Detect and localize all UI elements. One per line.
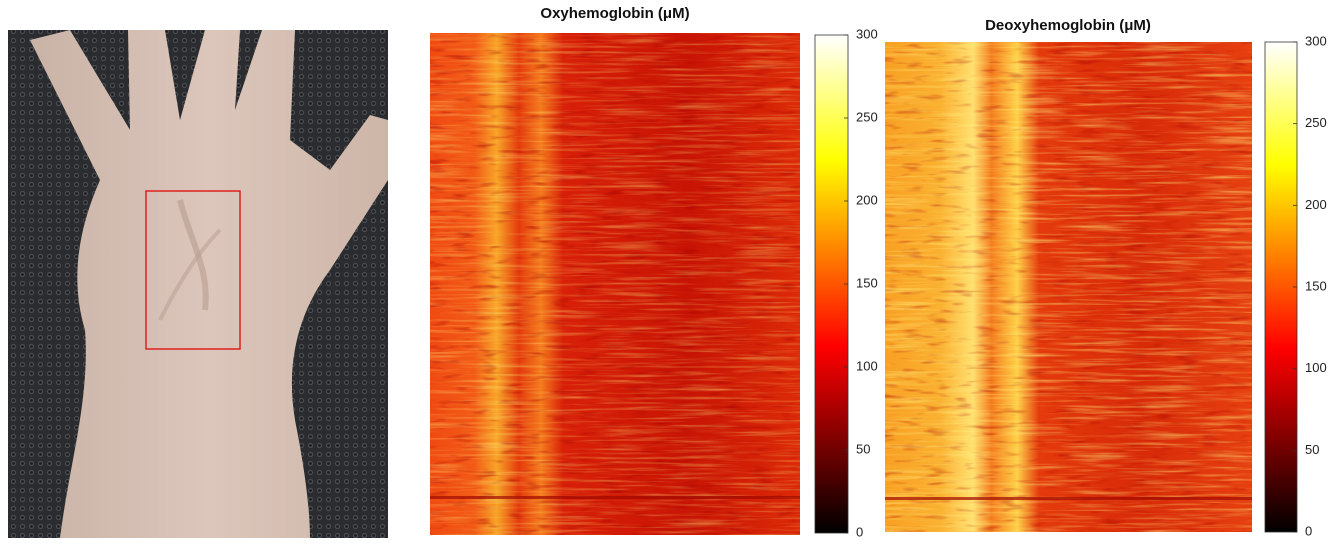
colorbar-tick-label: 200 — [856, 192, 878, 207]
colorbar-tick-label: 50 — [1305, 442, 1319, 457]
colorbar-tick-label: 300 — [1305, 33, 1327, 48]
chart-title: Deoxyhemoglobin (μM) — [985, 17, 1151, 34]
colorbar — [1264, 41, 1298, 533]
colorbar-tick-label: 250 — [856, 109, 878, 124]
colorbar-tick-label: 0 — [1305, 523, 1312, 538]
colorbar-tick-label: 100 — [856, 358, 878, 373]
colorbar-tick-label: 50 — [856, 441, 870, 456]
hand-photo — [8, 30, 388, 538]
colorbar-tick-label: 200 — [1305, 197, 1327, 212]
colorbar-tick-label: 150 — [856, 275, 878, 290]
colorbar — [814, 34, 849, 534]
colorbar-tick-label: 300 — [856, 26, 878, 41]
colorbar-tick-label: 100 — [1305, 360, 1327, 375]
chart-title: Oxyhemoglobin (μM) — [540, 5, 689, 22]
colorbar-tick-label: 0 — [856, 524, 863, 539]
colorbar-tick-label: 150 — [1305, 278, 1327, 293]
colorbar-tick-label: 250 — [1305, 115, 1327, 130]
oxy-heatmap — [430, 33, 800, 535]
deoxy-heatmap — [885, 42, 1252, 532]
